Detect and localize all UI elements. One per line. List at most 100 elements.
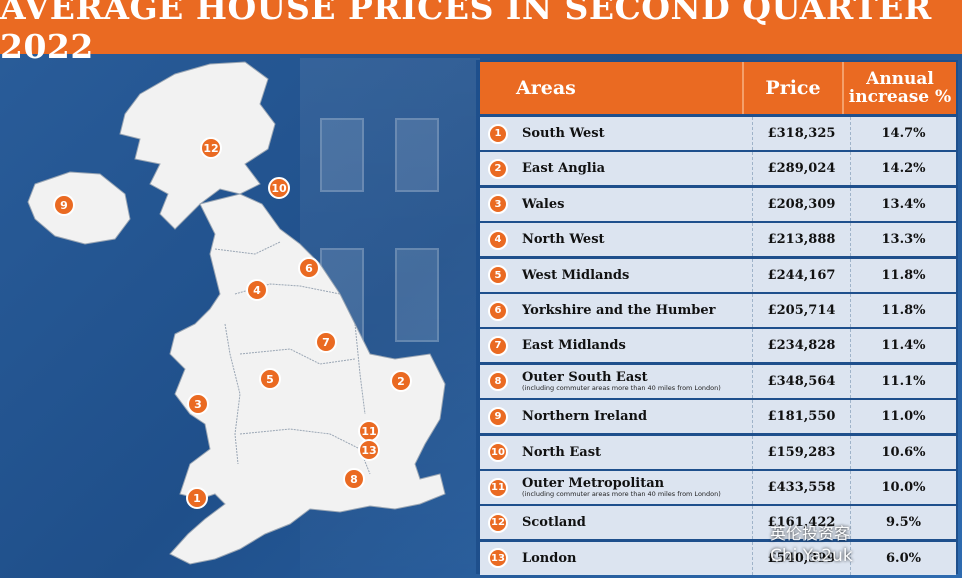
- area-name: London: [522, 550, 577, 566]
- price-cell: £244,167: [752, 258, 850, 292]
- table-row: 8 Outer South East (including commuter are…: [480, 364, 956, 398]
- table-row: 1 South West £318,325 14.7%: [480, 117, 956, 150]
- increase-cell: 11.1%: [850, 364, 956, 398]
- table-row: 5 West Midlands £244,167 11.8%: [480, 258, 956, 292]
- area-cell: Scotland: [522, 516, 752, 529]
- rank-badge: 10: [488, 442, 508, 463]
- area-cell: East Anglia: [522, 162, 752, 175]
- page-title: AVERAGE HOUSE PRICES IN SECOND QUARTER 2…: [0, 0, 932, 66]
- increase-cell: 11.8%: [850, 294, 956, 327]
- price-cell: £433,558: [752, 471, 850, 504]
- table-row: 2 East Anglia £289,024 14.2%: [480, 152, 956, 186]
- map-marker: 7: [315, 331, 337, 353]
- table-row: 3 Wales £208,309 13.4%: [480, 187, 956, 221]
- price-cell: £234,828: [752, 329, 850, 363]
- header-areas: Areas: [480, 62, 744, 114]
- area-name: West Midlands: [522, 267, 630, 283]
- header-increase: Annual increase %: [848, 69, 952, 107]
- increase-cell: 6.0%: [850, 541, 956, 575]
- map-marker: 6: [298, 257, 320, 279]
- rank-badge: 7: [488, 335, 508, 356]
- price-cell: £348,564: [752, 364, 850, 398]
- table-row: 7 East Midlands £234,828 11.4%: [480, 329, 956, 363]
- table-row: 6 Yorkshire and the Humber £205,714 11.8%: [480, 294, 956, 327]
- price-cell: £181,550: [752, 400, 850, 434]
- header-price: Price: [744, 62, 844, 114]
- region-england-wales: [169, 193, 446, 565]
- increase-cell: 11.0%: [850, 400, 956, 434]
- map-marker: 12: [200, 137, 222, 159]
- price-cell: £289,024: [752, 152, 850, 186]
- watermark: 英伦投资客 Chi Ya2uk: [770, 520, 853, 566]
- increase-cell: 13.3%: [850, 223, 956, 257]
- map-marker: 10: [268, 177, 290, 199]
- rank-badge: 4: [488, 229, 508, 250]
- map-marker: 8: [343, 468, 365, 490]
- area-cell: Wales: [522, 198, 752, 211]
- rank-badge: 5: [488, 265, 508, 286]
- table-row: 12 Scotland £161,422 9.5%: [480, 506, 956, 540]
- area-name: East Anglia: [522, 161, 606, 177]
- area-name: Outer South East: [522, 369, 648, 385]
- increase-cell: 10.6%: [850, 435, 956, 469]
- rank-badge: 9: [488, 406, 508, 427]
- area-note: (including commuter areas more than 40 m…: [522, 490, 721, 498]
- table-row: 10 North East £159,283 10.6%: [480, 435, 956, 469]
- area-name: Wales: [522, 196, 565, 212]
- area-name: Outer Metropolitan: [522, 476, 665, 491]
- house-window: [395, 248, 439, 342]
- map-marker: 4: [246, 279, 268, 301]
- rank-badge: 3: [488, 194, 508, 215]
- table-header: Areas Price Annual increase %: [480, 62, 956, 114]
- area-name: Scotland: [522, 515, 586, 531]
- increase-cell: 11.4%: [850, 329, 956, 363]
- price-cell: £159,283: [752, 435, 850, 469]
- increase-cell: 13.4%: [850, 187, 956, 221]
- table-row: 9 Northern Ireland £181,550 11.0%: [480, 400, 956, 434]
- uk-map: [27, 61, 446, 565]
- map-marker: 3: [187, 393, 209, 415]
- area-cell: Yorkshire and the Humber: [522, 304, 752, 317]
- region-scotland: [119, 61, 276, 230]
- house-window: [395, 118, 439, 192]
- border-midlands: [239, 348, 356, 365]
- area-name: North West: [522, 232, 605, 248]
- border-north: [214, 241, 281, 255]
- map-marker: 9: [53, 194, 75, 216]
- watermark-line2: Chi Ya2uk: [770, 546, 853, 566]
- map-marker: 13: [358, 439, 380, 461]
- price-cell: £318,325: [752, 117, 850, 150]
- area-cell: East Midlands: [522, 339, 752, 352]
- increase-cell: 14.7%: [850, 117, 956, 150]
- region-northern-ireland: [27, 171, 131, 245]
- increase-cell: 11.8%: [850, 258, 956, 292]
- rank-badge: 1: [488, 123, 508, 144]
- increase-cell: 9.5%: [850, 506, 956, 540]
- rank-badge: 11: [488, 477, 508, 498]
- table-row: 4 North West £213,888 13.3%: [480, 223, 956, 257]
- price-cell: £208,309: [752, 187, 850, 221]
- price-cell: £213,888: [752, 223, 850, 257]
- area-name: East Midlands: [522, 338, 626, 354]
- area-note: (including commuter areas more than 40 m…: [522, 383, 721, 392]
- area-name: South West: [522, 126, 605, 141]
- map-marker: 2: [390, 370, 412, 392]
- price-cell: £161,422: [752, 506, 850, 540]
- rank-badge: 2: [488, 158, 508, 179]
- area-cell: London: [522, 552, 752, 565]
- table-row: 13 London £540,399 6.0%: [480, 541, 956, 575]
- area-name: Northern Ireland: [522, 409, 648, 425]
- area-name: Yorkshire and the Humber: [522, 303, 716, 318]
- map-marker: 1: [186, 487, 208, 509]
- area-cell: North West: [522, 233, 752, 246]
- price-cell: £540,399: [752, 541, 850, 575]
- price-table: Areas Price Annual increase % 1 South Wes…: [476, 60, 958, 575]
- increase-cell: 14.2%: [850, 152, 956, 186]
- area-cell: Northern Ireland: [522, 410, 752, 423]
- area-cell: Outer Metropolitan (including commuter ar…: [522, 477, 752, 498]
- house-window: [320, 118, 364, 192]
- rank-badge: 13: [488, 548, 508, 569]
- area-cell: North East: [522, 446, 752, 459]
- rank-badge: 6: [488, 300, 508, 321]
- watermark-line1: 英伦投资客: [770, 524, 851, 543]
